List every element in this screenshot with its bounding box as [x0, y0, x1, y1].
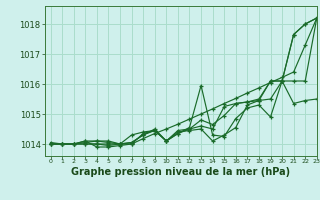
X-axis label: Graphe pression niveau de la mer (hPa): Graphe pression niveau de la mer (hPa): [71, 167, 290, 177]
